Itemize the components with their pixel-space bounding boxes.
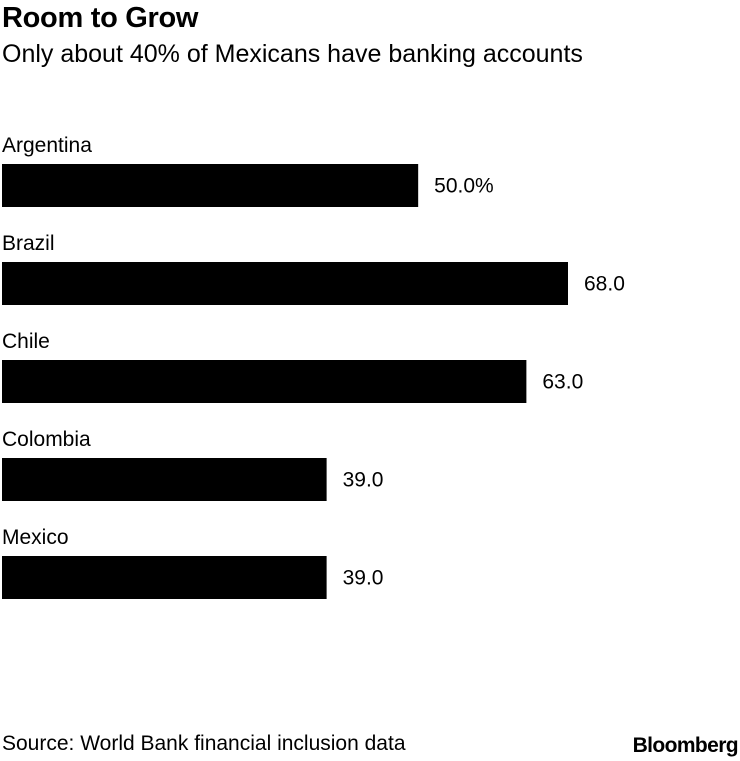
category-label-mexico: Mexico — [2, 526, 69, 549]
source-note: Source: World Bank financial inclusion d… — [2, 732, 406, 755]
bar-colombia — [2, 458, 327, 501]
category-label-argentina: Argentina — [2, 134, 92, 157]
value-label-brazil: 68.0 — [584, 273, 625, 296]
category-label-colombia: Colombia — [2, 428, 91, 451]
bloomberg-logo: Bloomberg — [632, 734, 739, 757]
bar-chile — [2, 360, 527, 403]
value-label-mexico: 39.0 — [343, 567, 384, 590]
bar-chart: Argentina 50.0% Brazil 68.0 Chile 63.0 Colombi… — [2, 134, 625, 599]
category-label-chile: Chile — [2, 330, 50, 353]
chart-subtitle: Only about 40% of Mexicans have banking … — [2, 40, 583, 68]
bar-brazil — [2, 262, 568, 305]
bar-mexico — [2, 556, 327, 599]
bar-argentina — [2, 164, 419, 207]
value-label-chile: 63.0 — [542, 371, 583, 394]
value-label-argentina: 50.0% — [434, 175, 494, 198]
chart-title: Room to Grow — [2, 2, 199, 34]
value-label-colombia: 39.0 — [343, 469, 384, 492]
category-label-brazil: Brazil — [2, 232, 55, 255]
